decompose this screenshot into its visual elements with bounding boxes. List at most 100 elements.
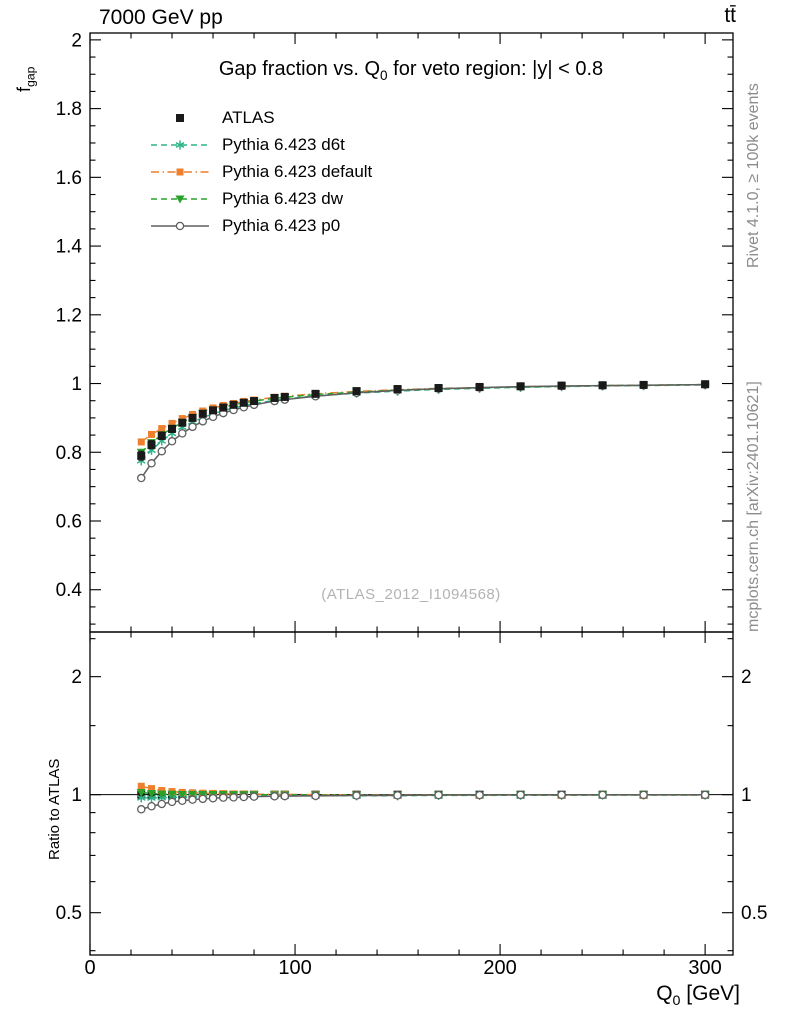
marker-square [557,381,566,390]
marker-square [352,387,361,396]
marker-circle [475,790,484,800]
marker-circle [137,805,146,814]
legend-item-0: ATLAS [148,106,372,129]
marker-circle [434,790,443,800]
marker-circle [175,221,185,230]
marker-square [701,380,710,389]
marker-triangle [157,790,167,799]
marker-circle [249,792,259,801]
ratio-panel-frame [89,631,734,956]
y-tick-label-top: 0.6 [56,511,82,532]
marker-square [280,392,289,401]
marker-circle [219,793,228,802]
marker-circle [280,791,290,801]
marker-star [175,141,185,148]
marker-circle [198,794,208,804]
marker-square-small [176,168,184,175]
y-tick-label-top: 1.8 [56,99,82,120]
ratio-tick-label-left: 0.5 [56,903,82,924]
fgap-sub: gap [23,66,38,87]
marker-circle [178,429,187,438]
marker-square-small [158,425,166,433]
marker-circle [229,793,238,802]
y-tick-label-top: 1 [71,374,82,395]
ratio-tick-label-right: 0.5 [741,903,767,924]
marker-triangle [188,790,198,799]
marker-square [137,451,146,460]
marker-circle [557,790,566,800]
analysis-watermark: (ATLAS_2012_I1094568) [321,586,501,603]
marker-circle [188,795,197,804]
marker-circle [516,790,525,800]
legend-item-3: Pythia 6.423 dw [148,187,372,210]
marker-square [475,382,484,391]
mcplots-caption: mcplots.cern.ch [arXiv:2401.10621] [745,381,762,632]
marker-circle [270,792,279,801]
marker-square [434,384,443,393]
rivet-version-caption: Rivet 4.1.0, ≥ 100k events [745,83,762,268]
marker-square [311,389,320,398]
marker-square [188,413,197,422]
marker-square [178,418,187,427]
marker-square [639,380,648,389]
y-tick-label-top: 1.6 [56,168,82,189]
ratio-tick-label-right: 1 [741,785,752,806]
marker-circle [167,797,177,807]
legend-label: Pythia 6.423 p0 [222,215,341,235]
x-tick-label: 200 [483,957,516,979]
marker-square-small [137,782,145,790]
marker-square [219,403,228,412]
marker-square-small [158,787,166,795]
series-line [140,383,706,479]
y-tick-label-top: 0.4 [56,580,83,601]
ratio-tick-label-left: 1 [71,785,82,806]
legend-marker [151,168,209,175]
marker-circle [147,459,156,468]
marker-square [598,381,607,390]
legend-marker [151,221,209,230]
marker-circle [157,799,167,809]
marker-triangle [177,790,187,799]
marker-square [393,385,402,394]
marker-square [209,406,218,415]
marker-square [157,431,166,440]
y-tick-label-top: 1.2 [56,305,82,326]
title-pre: Gap fraction vs. Q [218,58,381,80]
marker-circle [147,802,156,811]
yaxis-label-top: fgap [14,67,38,92]
marker-star [136,794,146,801]
marker-square [168,424,177,433]
marker-circle [167,437,177,446]
marker-circle [598,790,607,800]
beam-energy-label: 7000 GeV pp [99,6,223,29]
marker-square-small [178,415,186,423]
legend-marker [151,139,209,150]
yaxis-label-ratio: Ratio to ATLAS [46,758,63,860]
legend-item-1: Pythia 6.423 d6t [148,133,372,156]
marker-circle [639,790,648,800]
marker-square-small [168,419,176,427]
marker-circle [137,473,146,483]
marker-square [176,113,184,122]
legend-marker [151,195,209,203]
marker-circle [311,791,320,801]
xlabel-sub: 0 [672,993,681,1010]
series-ratio-line [141,791,706,796]
y-tick-label-top: 1.4 [56,237,83,258]
marker-circle [157,446,167,456]
xlabel-post: [GeV] [680,982,740,1005]
legend-label: ATLAS [222,107,275,127]
marker-star [147,795,156,801]
series-line [140,384,706,462]
series-line [140,383,706,453]
legend: ATLAS Pythia 6.423 d6t Pythia 6.423 defaul… [148,106,372,237]
title-sub: 0 [380,68,388,83]
x-tick-label: 300 [688,957,721,979]
marker-square-small [148,785,156,793]
title-post: for veto region: |y| < 0.8 [387,58,604,80]
legend-label: Pythia 6.423 d6t [222,134,345,154]
xlabel-pre: Q [656,982,673,1005]
legend-label: Pythia 6.423 default [222,161,373,181]
